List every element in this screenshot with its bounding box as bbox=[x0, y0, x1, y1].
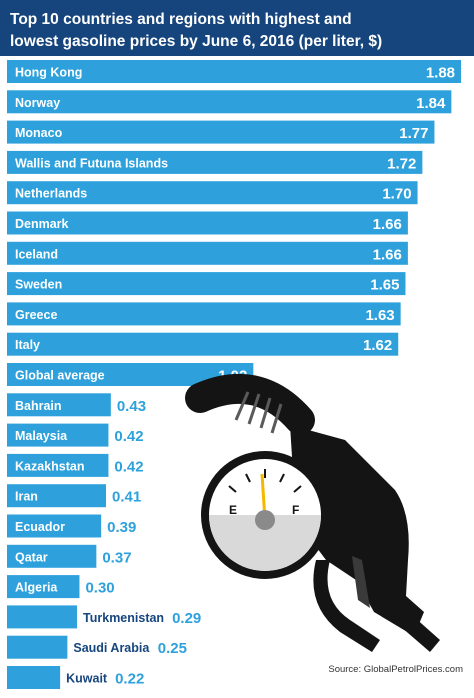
bar-bahrain bbox=[7, 393, 111, 417]
gauge-full-letter: F bbox=[292, 503, 299, 517]
bar-monaco bbox=[7, 120, 435, 144]
trigger-guard bbox=[313, 560, 380, 652]
category-label: Iceland bbox=[15, 247, 58, 261]
category-label: Wallis and Futuna Islands bbox=[15, 156, 168, 170]
category-label: Italy bbox=[15, 338, 40, 352]
bar-global-average bbox=[7, 363, 254, 386]
value-label: 0.25 bbox=[158, 640, 187, 657]
bar-italy bbox=[7, 332, 399, 356]
category-label: Malaysia bbox=[15, 429, 68, 443]
category-label: Kuwait bbox=[66, 672, 108, 686]
bar-iran bbox=[7, 484, 107, 508]
category-label: Qatar bbox=[15, 550, 48, 564]
category-label: Netherlands bbox=[15, 187, 87, 201]
category-label: Greece bbox=[15, 308, 57, 322]
chart-title-line-1: Top 10 countries and regions with highes… bbox=[10, 11, 352, 28]
value-label: 1.65 bbox=[370, 277, 399, 294]
fuel-pump-nozzle-illustration: E F bbox=[185, 373, 440, 652]
fuel-hose bbox=[185, 373, 315, 435]
category-label: Bahrain bbox=[15, 399, 62, 413]
value-label: 1.63 bbox=[365, 307, 394, 324]
category-label: Turkmenistan bbox=[83, 611, 164, 625]
bar-iceland bbox=[7, 241, 408, 265]
value-label: 1.84 bbox=[416, 95, 446, 112]
bar-greece bbox=[7, 302, 401, 326]
value-label: 0.39 bbox=[107, 519, 136, 536]
category-label: Denmark bbox=[15, 217, 69, 231]
category-label: Sweden bbox=[15, 278, 62, 292]
value-label: 1.70 bbox=[382, 186, 411, 203]
bar-algeria bbox=[7, 575, 80, 599]
bar-wallis-and-futuna-islands bbox=[7, 150, 423, 174]
bar-sweden bbox=[7, 272, 406, 296]
category-label: Global average bbox=[15, 369, 105, 383]
value-label: 0.43 bbox=[117, 398, 146, 415]
category-label: Saudi Arabia bbox=[73, 641, 150, 655]
value-label: 1.88 bbox=[426, 65, 455, 82]
category-label: Hong Kong bbox=[15, 66, 82, 80]
value-label: 0.29 bbox=[172, 610, 201, 627]
value-label: 0.22 bbox=[115, 671, 144, 688]
chart-title-line-2: lowest gasoline prices by June 6, 2016 (… bbox=[10, 33, 382, 50]
category-label: Iran bbox=[15, 490, 38, 504]
value-label: 1.72 bbox=[387, 155, 416, 172]
nozzle-tip bbox=[386, 600, 440, 652]
bars-group: Hong Kong 1.88 Norway 1.84 Monaco 1.77 Wallis … bbox=[7, 60, 462, 689]
gauge-empty-letter: E bbox=[229, 503, 237, 517]
bar-malaysia bbox=[7, 423, 109, 447]
bar-saudi-arabia bbox=[7, 635, 68, 659]
value-label: 0.37 bbox=[102, 549, 131, 566]
value-label: 1.77 bbox=[399, 125, 428, 142]
category-label: Kazakhstan bbox=[15, 459, 84, 473]
category-label: Monaco bbox=[15, 126, 63, 140]
bar-kazakhstan bbox=[7, 453, 109, 477]
nozzle-body bbox=[290, 425, 424, 636]
value-label: 0.30 bbox=[85, 580, 114, 597]
hose-ribs bbox=[234, 391, 283, 434]
bar-ecuador bbox=[7, 514, 102, 538]
bar-netherlands bbox=[7, 181, 418, 205]
bar-kuwait bbox=[7, 666, 61, 689]
bar-denmark bbox=[7, 211, 408, 235]
source-note: Source: GlobalPetrolPrices.com bbox=[328, 664, 463, 675]
value-label: 1.66 bbox=[373, 216, 402, 233]
category-label: Ecuador bbox=[15, 520, 65, 534]
bar-hong-kong bbox=[7, 60, 462, 83]
bar-norway bbox=[7, 90, 452, 114]
value-label: 0.42 bbox=[114, 428, 143, 445]
trigger bbox=[352, 556, 370, 608]
category-label: Norway bbox=[15, 96, 60, 110]
value-label: 1.62 bbox=[363, 337, 392, 354]
value-label: 0.41 bbox=[112, 489, 141, 506]
bar-turkmenistan bbox=[7, 605, 78, 629]
bar-qatar bbox=[7, 544, 97, 568]
category-label: Algeria bbox=[15, 581, 58, 595]
value-label: 1.66 bbox=[373, 246, 402, 263]
title-bar bbox=[0, 0, 474, 56]
value-label: 0.42 bbox=[114, 458, 143, 475]
